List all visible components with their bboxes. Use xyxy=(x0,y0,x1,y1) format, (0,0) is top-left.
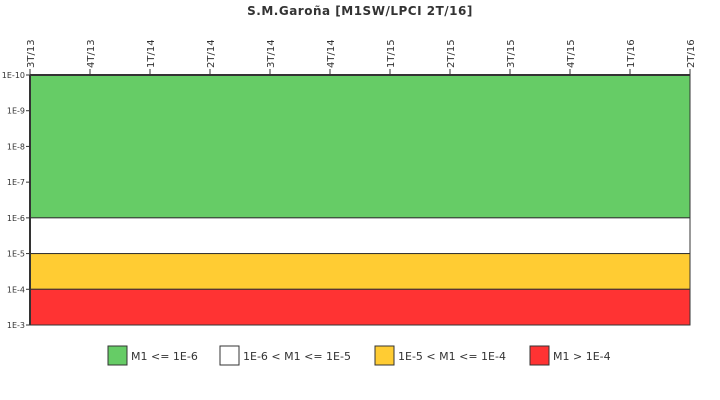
y-tick-label: 1E-10 xyxy=(2,71,25,80)
y-tick-label: 1E-6 xyxy=(7,214,25,223)
legend-label: M1 > 1E-4 xyxy=(553,350,611,363)
bands-layer xyxy=(29,74,691,326)
y-tick-label: 1E-4 xyxy=(7,285,25,294)
y-tick-label: 1E-7 xyxy=(7,178,25,187)
band-1 xyxy=(29,217,691,255)
legend: M1 <= 1E-6 1E-6 < M1 <= 1E-5 1E-5 < M1 <= … xyxy=(107,345,611,366)
x-tick-label: 3T/13 xyxy=(26,39,37,68)
x-tick-label: 3T/15 xyxy=(506,39,517,68)
y-tick-label: 1E-8 xyxy=(7,142,25,151)
y-tick-label: 1E-5 xyxy=(7,250,25,259)
legend-swatch xyxy=(107,345,128,366)
legend-label: 1E-6 < M1 <= 1E-5 xyxy=(243,350,351,363)
x-tick-label: 2T/16 xyxy=(686,39,697,68)
legend-swatch xyxy=(219,345,240,366)
x-tick-label: 2T/15 xyxy=(446,39,457,68)
legend-swatch xyxy=(374,345,395,366)
legend-label: 1E-5 < M1 <= 1E-4 xyxy=(398,350,506,363)
legend-label: M1 <= 1E-6 xyxy=(131,350,198,363)
y-tick-label: 1E-3 xyxy=(7,321,25,330)
legend-swatch xyxy=(529,345,550,366)
x-tick-label: 2T/14 xyxy=(206,39,217,68)
x-tick-label: 1T/16 xyxy=(626,39,637,68)
x-axis: 3T/13 4T/13 1T/14 2T/14 3T/14 4T/14 1T/15 2T/15… xyxy=(26,39,697,75)
band-3 xyxy=(29,288,691,326)
x-tick-label: 3T/14 xyxy=(266,39,277,68)
x-tick-label: 4T/13 xyxy=(86,39,97,68)
band-2 xyxy=(29,253,691,290)
chart-title: S.M.Garoña [M1SW/LPCI 2T/16] xyxy=(247,4,473,18)
x-tick-label: 1T/15 xyxy=(386,39,397,68)
x-tick-label: 1T/14 xyxy=(146,39,157,68)
x-tick-label: 4T/15 xyxy=(566,39,577,68)
x-tick-label: 4T/14 xyxy=(326,39,337,68)
y-tick-label: 1E-9 xyxy=(7,107,25,116)
band-0 xyxy=(29,74,691,219)
y-axis: 1E-10 1E-9 1E-8 1E-7 1E-6 1E-5 1E-4 1E-3 xyxy=(2,71,30,330)
